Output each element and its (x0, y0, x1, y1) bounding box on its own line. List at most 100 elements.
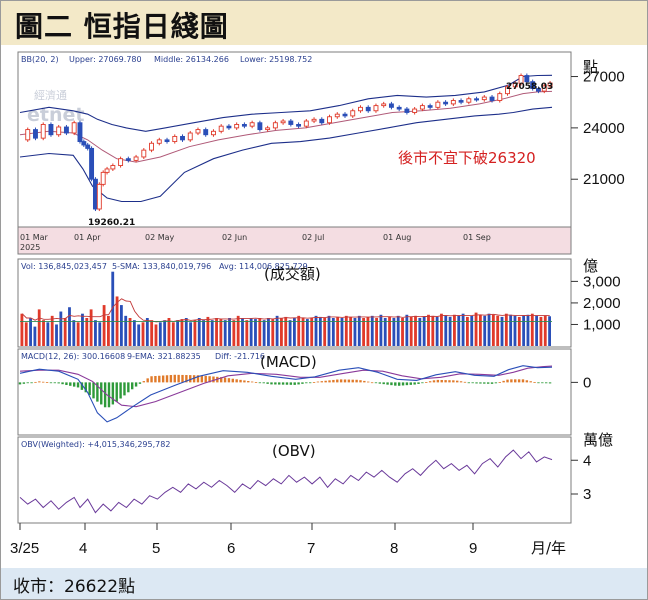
candle-body (404, 108, 410, 113)
macd-histogram-bar (247, 380, 250, 383)
volume-bar (20, 313, 24, 346)
macd-histogram-bar (440, 379, 443, 383)
macd-histogram-bar (239, 379, 242, 383)
macd-histogram-bar (332, 379, 335, 383)
candle-body (311, 118, 317, 122)
macd-histogram-bar (378, 382, 382, 384)
date-label-aug: 01 Aug (383, 233, 411, 242)
month-label-mar: 3/25 (10, 540, 39, 557)
macd-histogram-bar (533, 382, 536, 383)
volume-bar (241, 318, 244, 346)
volume-bar (496, 315, 500, 346)
volume-bar (176, 320, 180, 346)
macd-tick-label: 0 (583, 374, 591, 391)
volume-bar (509, 314, 513, 346)
macd-histogram-bar (243, 380, 246, 383)
macd-histogram-bar (432, 380, 436, 383)
volume-bar (340, 318, 344, 346)
candle-body (435, 101, 441, 108)
candle-body (381, 103, 387, 107)
candle-body (40, 124, 46, 139)
macd-histogram-bar (92, 382, 95, 399)
volume-bar (435, 316, 439, 346)
volume-bar (167, 318, 171, 346)
macd-histogram-bar (49, 382, 53, 384)
volume-bar (401, 318, 404, 346)
volume-bar (215, 318, 218, 346)
volume-bar (141, 322, 145, 346)
macd-histogram-bar (103, 382, 107, 408)
macd-histogram-bar (525, 380, 529, 383)
volume-bar (357, 315, 361, 346)
macd-histogram-bar (506, 379, 509, 383)
macd-histogram-bar (293, 382, 296, 385)
closing-price: 收市：26622點 (13, 577, 136, 597)
macd-histogram-bar (53, 382, 57, 384)
volume-bar (72, 320, 76, 346)
macd-histogram-bar (123, 382, 126, 396)
macd-histogram-bar (537, 382, 540, 384)
candle-body (218, 125, 224, 132)
macd-histogram-bar (502, 380, 505, 383)
macd-histogram-bar (274, 382, 277, 385)
volume-bar (478, 314, 482, 346)
macd-histogram-bar (250, 381, 254, 383)
volume-bar (318, 316, 322, 346)
volume-bar (301, 318, 305, 346)
macd-histogram-bar (69, 382, 72, 386)
volume-bar (414, 315, 417, 346)
candle-body (458, 100, 464, 103)
candle-body (110, 165, 116, 170)
macd-histogram-bar (254, 382, 258, 383)
candle-body (125, 158, 131, 161)
macd-histogram-bar (204, 375, 207, 383)
candle-body (358, 106, 363, 112)
candle-body (226, 125, 232, 129)
volume-bar (418, 318, 422, 346)
candle-body (342, 113, 348, 117)
macd-histogram-bar (486, 382, 490, 384)
price-unit: 點 (583, 58, 598, 76)
volume-bar (548, 316, 551, 346)
candle-body (272, 122, 278, 129)
macd-histogram-bar (119, 382, 122, 399)
watermark-etnet: etnet (27, 104, 84, 126)
macd-histogram-bar (394, 382, 397, 386)
date-label-sep: 01 Sep (463, 233, 491, 242)
macd-histogram-bar (305, 382, 308, 384)
obv-tick-label: 3 (583, 486, 591, 503)
candle-body (96, 183, 102, 210)
volume-bar (465, 316, 469, 346)
volume-bar (184, 318, 188, 346)
macd-histogram-bar (336, 379, 339, 383)
macd-histogram-bar (510, 379, 513, 383)
obv-title: (OBV) (272, 442, 316, 460)
bb-middle-line (19, 90, 553, 163)
macd-histogram-bar (459, 381, 463, 383)
bb-lower-line (19, 106, 553, 203)
macd-histogram-bar (541, 382, 544, 384)
volume-tick-label: 2,000 (583, 295, 621, 312)
volume-bar (297, 315, 301, 346)
macd-histogram-bar (467, 382, 471, 384)
high-annotation: 27058.03 (506, 82, 553, 92)
volume-bar (392, 318, 396, 346)
macd-histogram-bar (297, 382, 300, 385)
macd-histogram-bar (76, 382, 80, 388)
candle-body (334, 113, 340, 118)
volume-bar (107, 315, 110, 346)
obv-unit: 萬億 (583, 431, 613, 449)
candle-body (92, 178, 98, 210)
volume-bar (422, 316, 426, 346)
macd-histogram-bar (278, 382, 281, 385)
macd-histogram-bar (262, 382, 265, 384)
candle-body (327, 116, 332, 124)
month-label-jul: 7 (307, 540, 315, 557)
chart-title: 圖二 恒指日綫圖 (15, 10, 229, 43)
macd-histogram-bar (517, 379, 521, 383)
macd-histogram-bar (100, 382, 103, 405)
macd-histogram-bar (34, 381, 37, 383)
macd-histogram-bar (355, 379, 358, 383)
candle-body (100, 171, 106, 185)
volume-bar (461, 313, 465, 346)
